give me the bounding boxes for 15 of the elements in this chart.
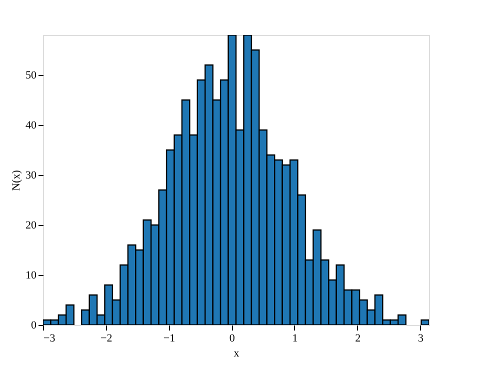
y-tick-label: 40 [26,120,37,132]
y-tick-label: 30 [26,170,37,182]
x-tick-label: 3 [418,332,424,344]
y-tick-label: 50 [26,70,37,82]
y-axis-title: N(x) [10,170,22,191]
y-tick-label: 0 [31,320,37,332]
x-tick-label: 2 [355,332,361,344]
y-tick-label: 10 [26,270,37,282]
x-tick-label: −2 [100,332,112,344]
x-tick-label: −1 [163,332,176,344]
x-tick-label: −3 [44,332,56,344]
x-tick-label: 0 [229,332,236,344]
x-axis-title: x [234,348,240,360]
x-tick-label: 1 [292,332,298,344]
y-tick-label: 20 [26,220,37,232]
